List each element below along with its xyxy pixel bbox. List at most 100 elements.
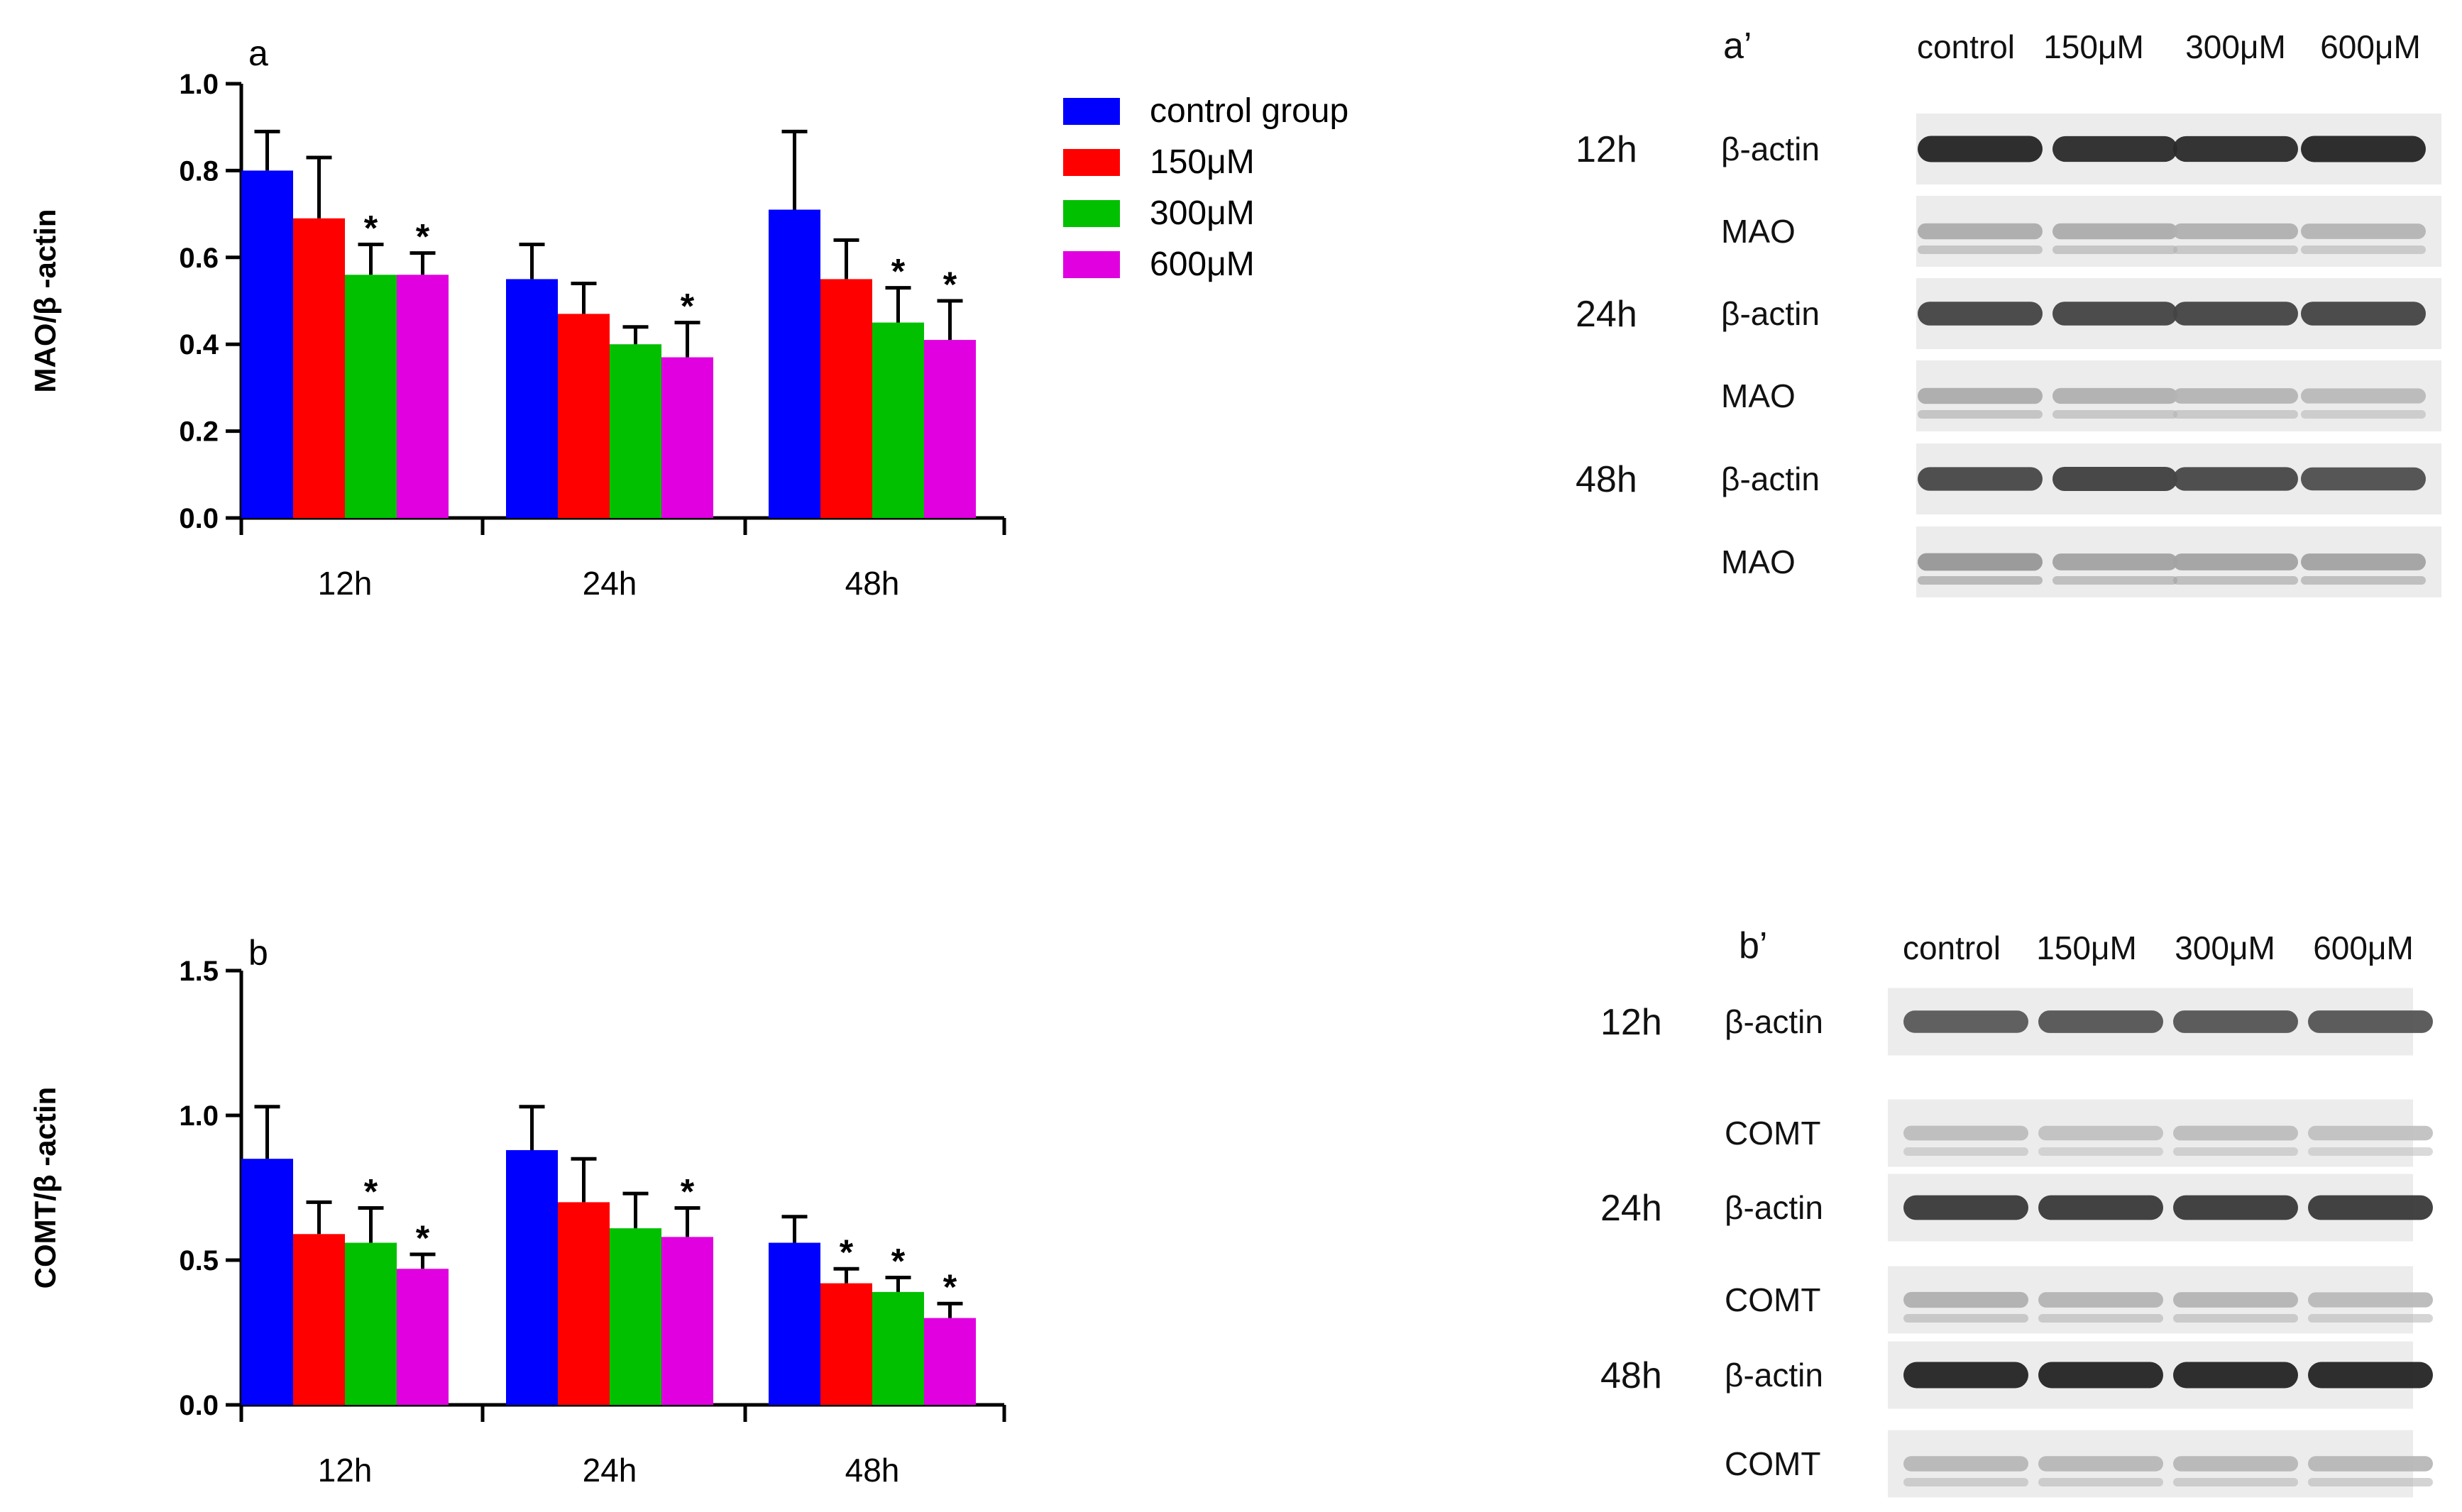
- bar: [661, 357, 713, 518]
- blot-band: [2301, 224, 2426, 239]
- blot-band: [1918, 387, 2043, 404]
- chart-mao: a 0.0 0.2 0.4 0.6 0.8 1.0 MAO/β -actin * * 12h * 24h…: [28, 33, 1006, 602]
- bar: [610, 344, 661, 518]
- blot-band: [1903, 1010, 2028, 1033]
- blot-band-secondary: [1918, 576, 2043, 585]
- blot-band: [1918, 467, 2043, 491]
- blot-band: [2308, 1456, 2433, 1472]
- bar: [397, 275, 449, 518]
- blot-band: [2173, 223, 2298, 240]
- legend-label: 300μM: [1150, 194, 1255, 232]
- lane-label: 150μM: [2036, 929, 2137, 966]
- blot-band: [2301, 553, 2426, 570]
- blot-band: [1903, 1362, 2028, 1389]
- blot-band-secondary: [2308, 1147, 2433, 1156]
- blot-band: [2173, 1362, 2298, 1389]
- western-blot-comt: b’ control 150μM 300μM 600μM 12h β-actin COMT 24…: [1600, 925, 2433, 1498]
- bar: [293, 218, 345, 518]
- time-label: 48h: [1576, 459, 1637, 500]
- blot-band-secondary: [2173, 245, 2298, 254]
- blot-band-secondary: [2301, 245, 2426, 254]
- blot-band-secondary: [2308, 1314, 2433, 1323]
- x-tick-label: 24h: [583, 565, 637, 602]
- blot-band-secondary: [2173, 576, 2298, 585]
- blot-band-secondary: [2301, 576, 2426, 585]
- protein-label: MAO: [1721, 543, 1796, 580]
- x-tick-label: 12h: [318, 1452, 373, 1489]
- blot-band: [1918, 302, 2043, 326]
- protein-label: β-actin: [1725, 1189, 1823, 1226]
- legend-label: 150μM: [1150, 143, 1255, 181]
- bar: [661, 1237, 713, 1405]
- protein-label: MAO: [1721, 377, 1796, 414]
- blot-band: [1918, 136, 2043, 162]
- blot-band: [1903, 1125, 2028, 1141]
- blot-band-secondary: [2173, 1147, 2298, 1156]
- protein-label: β-actin: [1721, 131, 1820, 167]
- blot-band-secondary: [1903, 1478, 2028, 1486]
- bar: [872, 1291, 924, 1405]
- legend-swatch: [1063, 149, 1120, 176]
- legend-label: 600μM: [1150, 245, 1255, 283]
- bar: [820, 279, 872, 518]
- blot-band: [1903, 1291, 2028, 1308]
- blot-band: [2301, 136, 2426, 162]
- protein-label: β-actin: [1725, 1003, 1823, 1040]
- bar: [924, 340, 976, 518]
- lane-label: control: [1917, 28, 2015, 65]
- blot-band: [2173, 1125, 2298, 1141]
- y-tick-label: 1.0: [179, 69, 219, 100]
- blot-band: [2173, 388, 2298, 404]
- bar: [558, 1202, 610, 1405]
- blot-band: [2173, 302, 2298, 326]
- legend-label: control group: [1150, 92, 1348, 130]
- x-tick-label: 12h: [318, 565, 373, 602]
- bar: [241, 170, 293, 518]
- time-label: 48h: [1600, 1355, 1662, 1396]
- significance-asterisk: *: [364, 1172, 378, 1212]
- lane-label: 600μM: [2320, 28, 2421, 65]
- bar: [558, 314, 610, 518]
- significance-asterisk: *: [681, 1172, 695, 1212]
- blot-band: [2173, 553, 2298, 570]
- significance-asterisk: *: [840, 1232, 854, 1272]
- blot-band: [2052, 466, 2177, 492]
- blot-band-secondary: [2038, 1147, 2163, 1156]
- y-tick-label: 0.0: [179, 503, 219, 534]
- chart-comt: b 0.0 0.5 1.0 1.5 COMT/β -actin * * 12h * 24h * * * 48…: [28, 933, 1006, 1489]
- bar: [610, 1228, 661, 1405]
- significance-asterisk: *: [416, 217, 430, 257]
- blot-band-secondary: [1918, 410, 2043, 419]
- y-tick-label: 0.4: [179, 329, 219, 360]
- blot-band: [2052, 302, 2177, 326]
- blot-band: [1903, 1195, 2028, 1220]
- blot-band-secondary: [2173, 410, 2298, 419]
- y-axis-title: COMT/β -actin: [28, 1087, 62, 1289]
- protein-label: COMT: [1725, 1281, 1820, 1318]
- protein-label: β-actin: [1725, 1357, 1823, 1394]
- blot-band: [2308, 1195, 2433, 1220]
- bar: [293, 1234, 345, 1405]
- blot-band: [1918, 223, 2043, 240]
- significance-asterisk: *: [416, 1218, 430, 1258]
- blot-band: [2301, 388, 2426, 404]
- blot-band-secondary: [2052, 245, 2177, 254]
- blot-band: [2038, 1125, 2163, 1141]
- bar: [345, 1242, 397, 1405]
- blot-band-secondary: [2038, 1314, 2163, 1323]
- x-tick-label: 48h: [845, 565, 900, 602]
- panel-label: a: [248, 33, 268, 73]
- lane-label: 300μM: [2175, 929, 2275, 966]
- blot-band: [2308, 1292, 2433, 1308]
- blot-band: [2052, 553, 2177, 570]
- time-label: 24h: [1576, 294, 1637, 335]
- blot-band: [2173, 1195, 2298, 1220]
- blot-band: [2173, 1456, 2298, 1472]
- lane-label: 150μM: [2043, 28, 2144, 65]
- legend-swatch: [1063, 200, 1120, 227]
- y-axis-title: MAO/β -actin: [28, 209, 62, 393]
- blot-band: [2308, 1125, 2433, 1141]
- lane-label: control: [1903, 929, 2001, 966]
- time-label: 24h: [1600, 1188, 1662, 1229]
